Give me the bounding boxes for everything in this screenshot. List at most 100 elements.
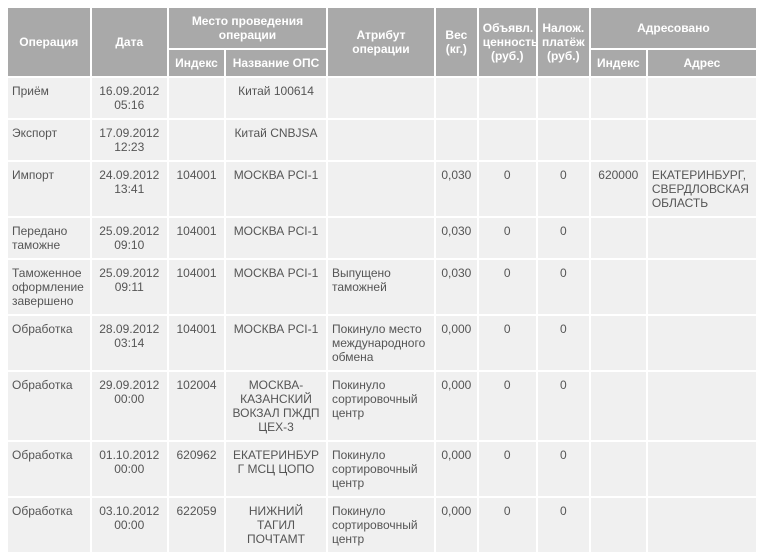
cell-addr-index	[591, 78, 646, 118]
cell-cod: 0	[538, 260, 589, 314]
header-attribute: Атрибут операции	[328, 8, 434, 76]
cell-addr: ЕКАТЕРИНБУРГ, СВЕРДЛОВСКАЯ ОБЛАСТЬ	[648, 162, 756, 216]
cell-place-index: 104001	[169, 316, 224, 370]
header-place-group: Место проведения операции	[169, 8, 326, 48]
cell-addr	[648, 498, 756, 552]
cell-addr-index	[591, 498, 646, 552]
cell-attribute: Покинуло сортировочный центр	[328, 442, 434, 496]
cell-place-index: 622059	[169, 498, 224, 552]
cell-addr	[648, 442, 756, 496]
cell-operation: Таможенное оформление завершено	[8, 260, 90, 314]
cell-cod: 0	[538, 218, 589, 258]
cell-cod: 0	[538, 442, 589, 496]
cell-cod	[538, 78, 589, 118]
cell-attribute	[328, 218, 434, 258]
cell-declared: 0	[479, 260, 536, 314]
cell-place-name: МОСКВА PCI-1	[226, 260, 326, 314]
cell-place-index: 102004	[169, 372, 224, 440]
cell-addr-index	[591, 260, 646, 314]
cell-declared: 0	[479, 372, 536, 440]
header-addressed-group: Адресовано	[591, 8, 756, 48]
cell-declared	[479, 78, 536, 118]
cell-attribute	[328, 120, 434, 160]
cell-place-index: 104001	[169, 218, 224, 258]
cell-declared: 0	[479, 162, 536, 216]
header-date: Дата	[92, 8, 167, 76]
cell-operation: Приём	[8, 78, 90, 118]
cell-addr-index	[591, 372, 646, 440]
table-body: Приём16.09.2012 05:16Китай 100614Экспорт…	[8, 78, 756, 552]
table-row: Обработка01.10.2012 00:00620962ЕКАТЕРИНБ…	[8, 442, 756, 496]
header-cod: Налож. платёж (руб.)	[538, 8, 589, 76]
table-row: Таможенное оформление завершено25.09.201…	[8, 260, 756, 314]
cell-declared: 0	[479, 498, 536, 552]
cell-place-name: НИЖНИЙ ТАГИЛ ПОЧТАМТ	[226, 498, 326, 552]
cell-operation: Обработка	[8, 442, 90, 496]
cell-date: 17.09.2012 12:23	[92, 120, 167, 160]
cell-place-index	[169, 120, 224, 160]
cell-addr-index: 620000	[591, 162, 646, 216]
cell-place-index: 104001	[169, 260, 224, 314]
cell-addr	[648, 316, 756, 370]
cell-weight: 0,000	[436, 316, 477, 370]
cell-place-name: ЕКАТЕРИНБУРГ МСЦ ЦОПО	[226, 442, 326, 496]
cell-date: 25.09.2012 09:11	[92, 260, 167, 314]
cell-cod: 0	[538, 372, 589, 440]
header-addr: Адрес	[648, 50, 756, 76]
header-operation: Операция	[8, 8, 90, 76]
table-header: Операция Дата Место проведения операции …	[8, 8, 756, 76]
cell-weight: 0,000	[436, 442, 477, 496]
cell-operation: Обработка	[8, 316, 90, 370]
cell-place-name: Китай CNBJSA	[226, 120, 326, 160]
cell-weight	[436, 78, 477, 118]
cell-date: 24.09.2012 13:41	[92, 162, 167, 216]
cell-declared	[479, 120, 536, 160]
table-row: Экспорт17.09.2012 12:23 Китай CNBJSA	[8, 120, 756, 160]
cell-date: 28.09.2012 03:14	[92, 316, 167, 370]
cell-operation: Передано таможне	[8, 218, 90, 258]
header-place-index: Индекс	[169, 50, 224, 76]
table-row: Импорт24.09.2012 13:41104001МОСКВА PCI-1…	[8, 162, 756, 216]
cell-attribute: Покинуло сортировочный центр	[328, 498, 434, 552]
cell-date: 29.09.2012 00:00	[92, 372, 167, 440]
cell-place-name: МОСКВА PCI-1	[226, 316, 326, 370]
cell-date: 03.10.2012 00:00	[92, 498, 167, 552]
cell-attribute: Выпущено таможней	[328, 260, 434, 314]
cell-operation: Обработка	[8, 498, 90, 552]
table-row: Обработка03.10.2012 00:00622059НИЖНИЙ ТА…	[8, 498, 756, 552]
cell-date: 25.09.2012 09:10	[92, 218, 167, 258]
table-row: Обработка28.09.2012 03:14104001МОСКВА PC…	[8, 316, 756, 370]
cell-weight: 0,030	[436, 260, 477, 314]
cell-operation: Импорт	[8, 162, 90, 216]
cell-operation: Обработка	[8, 372, 90, 440]
cell-place-name: МОСКВА PCI-1	[226, 218, 326, 258]
cell-addr-index	[591, 316, 646, 370]
cell-date: 16.09.2012 05:16	[92, 78, 167, 118]
cell-attribute	[328, 78, 434, 118]
cell-weight	[436, 120, 477, 160]
header-place-name: Название ОПС	[226, 50, 326, 76]
cell-cod	[538, 120, 589, 160]
header-weight: Вес (кг.)	[436, 8, 477, 76]
cell-operation: Экспорт	[8, 120, 90, 160]
cell-addr	[648, 372, 756, 440]
table-row: Приём16.09.2012 05:16 Китай 100614	[8, 78, 756, 118]
cell-cod: 0	[538, 316, 589, 370]
cell-place-index: 620962	[169, 442, 224, 496]
cell-place-index: 104001	[169, 162, 224, 216]
cell-place-name: Китай 100614	[226, 78, 326, 118]
cell-place-name: МОСКВА-КАЗАНСКИЙ ВОКЗАЛ ПЖДП ЦЕХ-3	[226, 372, 326, 440]
cell-weight: 0,000	[436, 498, 477, 552]
table-row: Обработка29.09.2012 00:00102004МОСКВА-КА…	[8, 372, 756, 440]
cell-addr-index	[591, 442, 646, 496]
cell-weight: 0,030	[436, 218, 477, 258]
cell-attribute	[328, 162, 434, 216]
cell-addr	[648, 120, 756, 160]
cell-addr	[648, 260, 756, 314]
cell-declared: 0	[479, 218, 536, 258]
cell-attribute: Покинуло место международного обмена	[328, 316, 434, 370]
cell-cod: 0	[538, 162, 589, 216]
cell-addr-index	[591, 120, 646, 160]
cell-cod: 0	[538, 498, 589, 552]
header-declared: Объявл. ценность (руб.)	[479, 8, 536, 76]
